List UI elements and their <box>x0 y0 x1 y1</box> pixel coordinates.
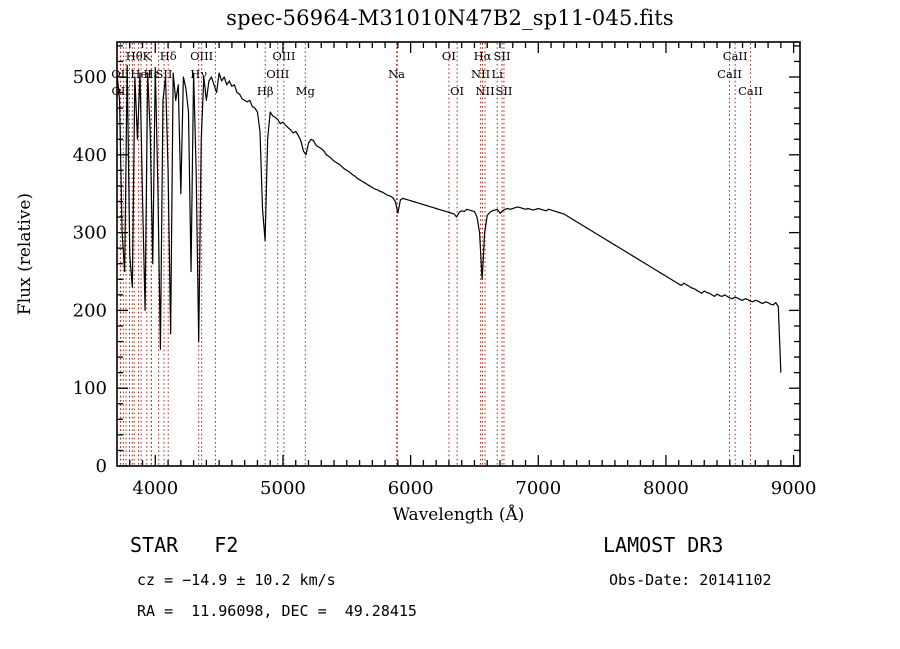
spectral-line-label: NII <box>471 67 490 81</box>
survey-label: LAMOST DR3 <box>603 533 724 557</box>
spectral-line-label: OII <box>111 67 130 81</box>
spectral-line-label: NII <box>475 84 494 98</box>
spectral-line-label: Li <box>492 67 504 81</box>
object-class-label: STAR F2 <box>130 533 239 557</box>
x-tick-label: 7000 <box>515 478 561 499</box>
page-title: spec-56964-M31010N47B2_sp11-045.fits <box>226 6 674 30</box>
spectral-line-label: OIII <box>266 67 289 81</box>
spectral-line-label: Hβ <box>257 84 274 98</box>
spectral-line-label: CaII <box>738 84 763 98</box>
spectral-line-label: Hδ <box>160 49 177 63</box>
spectral-line-label: SII <box>494 49 511 63</box>
cz-label: cz = −14.9 ± 10.2 km/s <box>137 571 336 589</box>
spectral-line-label: SII <box>155 67 172 81</box>
plot-frame <box>116 41 801 467</box>
spectral-line-label: OIII <box>190 49 213 63</box>
x-tick-label: 6000 <box>388 478 434 499</box>
y-tick-label: 200 <box>73 300 107 321</box>
spectral-line-label: OII <box>111 84 130 98</box>
spectral-line-label: Mg <box>296 84 316 98</box>
x-tick-label: 5000 <box>260 478 306 499</box>
y-tick-label: 500 <box>73 67 107 88</box>
spectral-line-label: Hθ <box>126 49 143 63</box>
x-tick-label: 4000 <box>132 478 178 499</box>
spectral-line-label: K <box>142 49 151 63</box>
y-tick-label: 0 <box>96 456 107 477</box>
spectral-line-label: Na <box>388 67 405 81</box>
x-tick-label: 9000 <box>771 478 817 499</box>
y-tick-label: 100 <box>73 378 107 399</box>
obs-date-label: Obs-Date: 20141102 <box>609 571 772 589</box>
spectral-line-label: OIII <box>272 49 295 63</box>
spectral-line-label: HeI <box>130 67 151 81</box>
y-axis-title: Flux (relative) <box>15 193 35 315</box>
spectral-line-label: SII <box>495 84 512 98</box>
spectral-line-label: Hγ <box>190 67 207 81</box>
y-tick-label: 400 <box>73 145 107 166</box>
spectral-line-label: Hα <box>474 49 492 63</box>
coords-label: RA = 11.96098, DEC = 49.28415 <box>137 602 417 620</box>
spectral-line-label: OI <box>450 84 464 98</box>
spectral-line-label: CaII <box>723 49 748 63</box>
y-tick-label: 300 <box>73 223 107 244</box>
x-tick-label: 8000 <box>643 478 689 499</box>
spectral-line-label: OI <box>442 49 456 63</box>
spectrum-curve <box>116 64 782 373</box>
x-axis-title: Wavelength (Å) <box>393 504 525 525</box>
spectral-line-label: CaII <box>717 67 742 81</box>
spectral-line-label: Hε <box>143 67 159 81</box>
